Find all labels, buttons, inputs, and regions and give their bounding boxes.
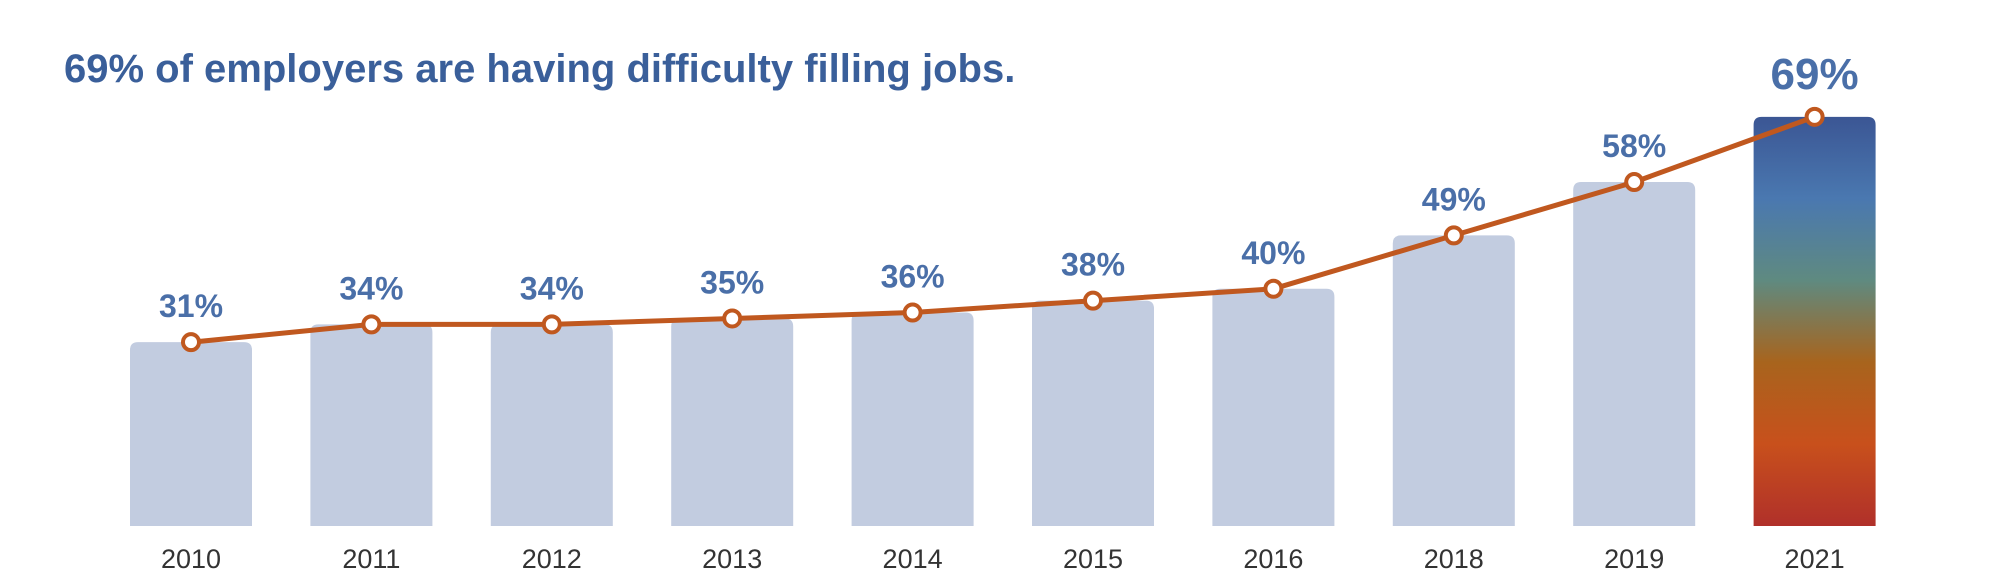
data-label-2018: 49% [1422, 181, 1486, 217]
data-label-2014: 36% [881, 259, 945, 295]
line-point-2021 [1804, 106, 1825, 127]
labels-layer: 31% 34% 34% 35% 36% 38% 40% 49% 58% 69% [159, 50, 1859, 324]
line-point-2011 [361, 314, 382, 335]
line-point-2010 [181, 332, 201, 353]
data-label-2015: 38% [1061, 247, 1125, 283]
line-point-2015 [1083, 290, 1103, 311]
x-tick-2013: 2013 [702, 544, 762, 574]
line-point-2019 [1624, 172, 1645, 193]
x-tick-2010: 2010 [161, 544, 221, 574]
bars-layer [130, 116, 1876, 526]
x-tick-2011: 2011 [342, 544, 400, 574]
bar-2021 [1753, 116, 1876, 526]
line-point-2013 [722, 308, 743, 329]
bar-2014 [851, 312, 974, 526]
line-point-2016 [1263, 278, 1284, 299]
line-point-2012 [541, 314, 562, 335]
data-label-2019: 58% [1602, 128, 1666, 164]
bar-2019 [1573, 182, 1696, 526]
line-layer [181, 106, 1825, 353]
chart-title: 69% of employers are having difficulty f… [64, 47, 1015, 91]
bar-2018 [1392, 235, 1515, 526]
data-label-2010: 31% [159, 288, 223, 324]
x-tick-2012: 2012 [522, 544, 582, 574]
bar-2015 [1032, 300, 1154, 526]
line-point-2018 [1443, 225, 1464, 246]
bar-2012 [490, 324, 613, 526]
bar-2016 [1212, 288, 1335, 526]
data-label-2012: 34% [520, 270, 584, 306]
bar-2010 [130, 342, 252, 526]
data-label-2013: 35% [700, 264, 764, 300]
x-tick-2019: 2019 [1604, 544, 1664, 574]
x-tick-2014: 2014 [883, 544, 943, 574]
x-tick-2018: 2018 [1424, 544, 1484, 574]
bar-2011 [310, 324, 433, 526]
line-point-2014 [902, 302, 923, 323]
x-tick-2016: 2016 [1243, 544, 1303, 574]
x-tick-2015: 2015 [1063, 544, 1123, 574]
data-label-2011: 34% [339, 270, 403, 306]
trend-line [190, 114, 1816, 345]
x-tick-2021: 2021 [1785, 544, 1845, 574]
bar-2013 [671, 318, 794, 526]
data-label-2016: 40% [1241, 235, 1305, 271]
ticks-layer: 2010 2011 2012 2013 2014 2015 2016 2018 2019 2021 [161, 544, 1845, 574]
data-label-2021: 69% [1771, 50, 1859, 99]
